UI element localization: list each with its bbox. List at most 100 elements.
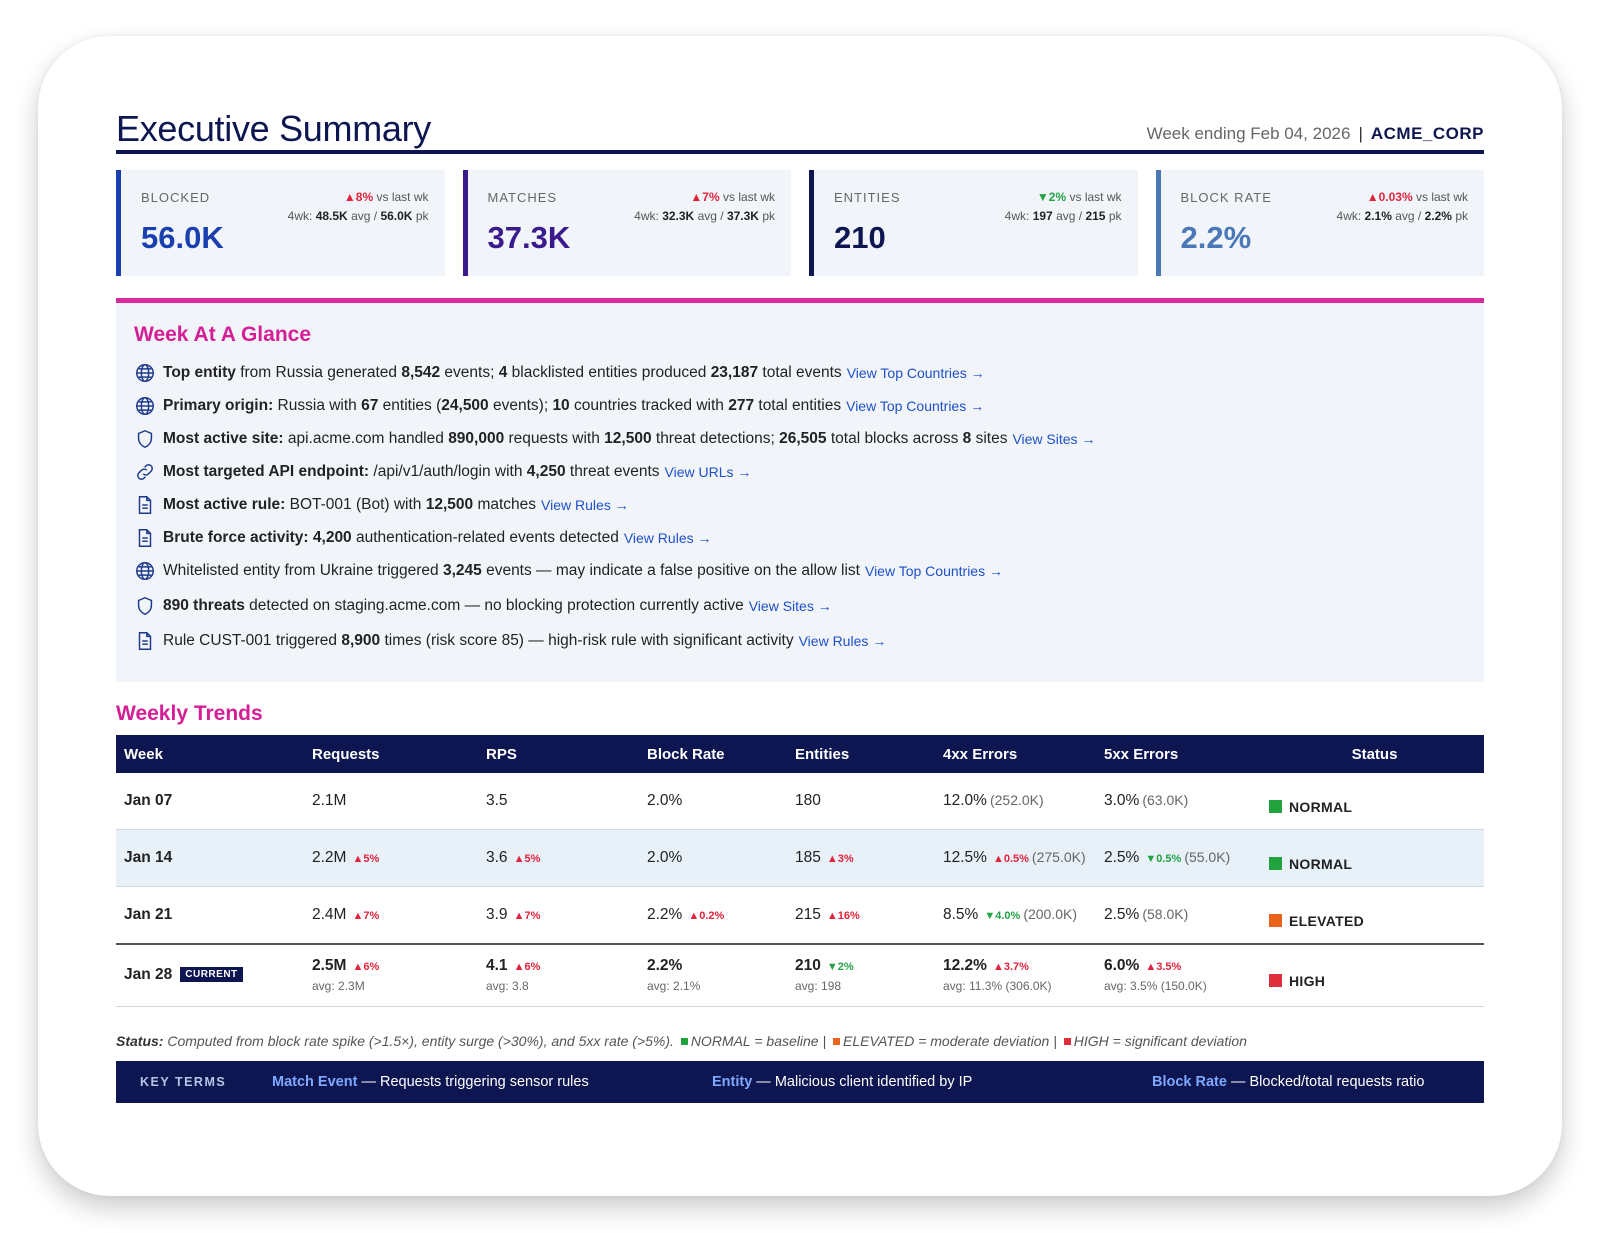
- kpi-4wk-stats: 4wk: 48.5K avg / 56.0K pk: [288, 209, 429, 223]
- document-icon: [134, 527, 156, 549]
- glance-text-part: Most active site:: [163, 430, 284, 447]
- delta-percent: 8%: [355, 190, 374, 204]
- glance-text-part: 4: [498, 364, 508, 381]
- glance-text-part: 8,900: [341, 632, 381, 649]
- week-label: Jan 07: [124, 791, 173, 809]
- cell-count: (252.0K): [989, 791, 1044, 808]
- delta-suffix: vs last wk: [722, 190, 775, 204]
- glance-text: Whitelisted entity from Ukraine triggere…: [163, 562, 860, 580]
- glance-text-part: 12,500: [425, 496, 474, 513]
- shield-icon: [134, 595, 156, 617]
- current-badge: CURRENT: [180, 967, 243, 983]
- change-indicator: ▼2%: [826, 961, 854, 974]
- table-row: Jan 14 2.2M ▲5% 3.6 ▲5% 2.0% 185 ▲3% 12.5% ▲0.5%(…: [116, 829, 1484, 887]
- fourwk-peak-suffix: pk: [1455, 209, 1468, 223]
- glance-text-part: detected on staging.acme.com — no blocki…: [244, 597, 744, 614]
- key-term-desc: — Malicious client identified by IP: [752, 1073, 973, 1090]
- glance-item: Whitelisted entity from Ukraine triggere…: [134, 561, 1466, 581]
- glance-text-part: matches: [473, 496, 537, 513]
- cell-status: ELEVATED: [1257, 886, 1484, 945]
- status-square-icon: [1269, 913, 1282, 927]
- kpi-card-matches: MATCHES 37.3K ▲7% vs last wk 4wk: 32.3K avg…: [462, 170, 791, 276]
- page-title: Executive Summary: [116, 108, 431, 149]
- glance-item: Primary origin: Russia with 67 entities …: [134, 396, 1466, 416]
- glance-link[interactable]: View Rules →: [541, 497, 629, 513]
- col-header-4xx: 4xx Errors: [935, 735, 1096, 773]
- delta-arrow-icon: ▲: [343, 190, 356, 204]
- cell-value: 12.2%: [943, 957, 987, 975]
- glance-title: Week At A Glance: [134, 323, 312, 346]
- glance-text-part: Primary origin:: [163, 397, 274, 414]
- kpi-card-block-rate: BLOCK RATE 2.2% ▲0.03% vs last wk 4wk: 2.1%…: [1155, 170, 1484, 276]
- glance-link[interactable]: View Rules →: [623, 530, 712, 546]
- cell-rps: 3.9 ▲7%: [478, 886, 639, 945]
- glance-text-part: 8: [962, 430, 972, 447]
- kpi-delta: ▲0.03% vs last wk: [1367, 190, 1468, 204]
- fourwk-avg: 2.1%: [1364, 209, 1392, 223]
- glance-item: Rule CUST-001 triggered 8,900 times (ris…: [134, 631, 1466, 651]
- legend-normal: NORMAL = baseline |: [690, 1032, 827, 1049]
- cell-value: 215: [795, 905, 821, 923]
- kpi-value: 210: [834, 220, 886, 255]
- fourwk-peak: 37.3K: [726, 209, 759, 223]
- cell-block_rate: 2.0%: [639, 829, 787, 887]
- key-term-desc: — Requests triggering sensor rules: [357, 1073, 589, 1090]
- kpi-card-entities: ENTITIES 210 ▼2% vs last wk 4wk: 197 avg / …: [809, 170, 1138, 276]
- cell-status: NORMAL: [1257, 773, 1484, 830]
- glance-text-part: Most targeted API endpoint:: [163, 463, 370, 480]
- col-header-status: Status: [1257, 735, 1484, 773]
- delta-suffix: vs last wk: [1415, 190, 1468, 204]
- glance-text-part: Most active rule:: [163, 496, 286, 513]
- org-name: ACME_CORP: [1370, 124, 1484, 143]
- glance-link[interactable]: View Top Countries →: [864, 563, 1003, 579]
- glance-text: Most active site: api.acme.com handled 8…: [163, 430, 1007, 448]
- glance-link[interactable]: View URLs →: [664, 464, 752, 480]
- cell-value: 12.0%: [943, 791, 987, 809]
- cell-block_rate: 2.0%: [639, 773, 787, 830]
- delta-suffix: vs last wk: [376, 190, 429, 204]
- kpi-4wk-stats: 4wk: 32.3K avg / 37.3K pk: [634, 209, 775, 223]
- cell-rps: 3.5: [478, 773, 639, 830]
- glance-link[interactable]: View Top Countries →: [846, 398, 985, 414]
- status-legend: Status: Computed from block rate spike (…: [116, 1033, 1484, 1049]
- weekly-trends-table: Week Requests RPS Block Rate Entities 4x…: [116, 735, 1484, 1007]
- change-indicator: ▲0.5%: [992, 852, 1029, 865]
- legend-normal-swatch: [680, 1037, 688, 1045]
- change-indicator: ▲3.5%: [1145, 961, 1182, 974]
- legend-high: HIGH = significant deviation: [1073, 1032, 1247, 1049]
- status-badge: ELEVATED: [1289, 912, 1364, 929]
- cell-value: 2.0%: [647, 848, 683, 866]
- cell-value: 2.4M: [312, 905, 347, 923]
- document-icon: [134, 494, 156, 516]
- cell-value: 210: [795, 957, 821, 975]
- cell-avg: avg: 2.3M: [312, 979, 365, 994]
- cell-count: (55.0K): [1184, 848, 1231, 865]
- fourwk-peak: 2.2%: [1424, 209, 1452, 223]
- key-term-name: Entity: [712, 1073, 753, 1090]
- status-badge: NORMAL: [1289, 855, 1353, 872]
- glance-link[interactable]: View Top Countries →: [846, 365, 985, 381]
- glance-text-part: Brute force activity:: [163, 529, 309, 546]
- kpi-delta: ▲8% vs last wk: [344, 190, 429, 204]
- cell-requests: 2.4M ▲7%: [304, 886, 478, 945]
- glance-text: Rule CUST-001 triggered 8,900 times (ris…: [163, 632, 794, 650]
- cell-entities: 185 ▲3%: [787, 829, 935, 887]
- delta-arrow-icon: ▲: [1366, 190, 1379, 204]
- cell-week: Jan 07: [116, 773, 304, 830]
- glance-link[interactable]: View Sites →: [748, 598, 832, 614]
- glance-link[interactable]: View Sites →: [1012, 431, 1096, 447]
- cell-count: (58.0K): [1142, 905, 1189, 922]
- glance-item: 890 threats detected on staging.acme.com…: [134, 596, 1466, 616]
- change-indicator: ▼0.5%: [1145, 852, 1182, 865]
- key-term-block-rate: Block Rate — Blocked/total requests rati…: [1152, 1074, 1424, 1090]
- glance-text-part: Top entity: [163, 364, 236, 381]
- glance-item: Brute force activity: 4,200 authenticati…: [134, 528, 1466, 548]
- col-header-block-rate: Block Rate: [639, 735, 787, 773]
- glance-text-part: 890 threats: [163, 597, 245, 614]
- kpi-value: 2.2%: [1180, 220, 1252, 255]
- glance-text-part: from Russia generated: [235, 364, 402, 381]
- glance-link[interactable]: View Rules →: [798, 633, 887, 649]
- kpi-delta: ▼2% vs last wk: [1037, 190, 1122, 204]
- cell-avg: avg: 2.1%: [647, 979, 701, 994]
- glance-item: Most active site: api.acme.com handled 8…: [134, 429, 1466, 449]
